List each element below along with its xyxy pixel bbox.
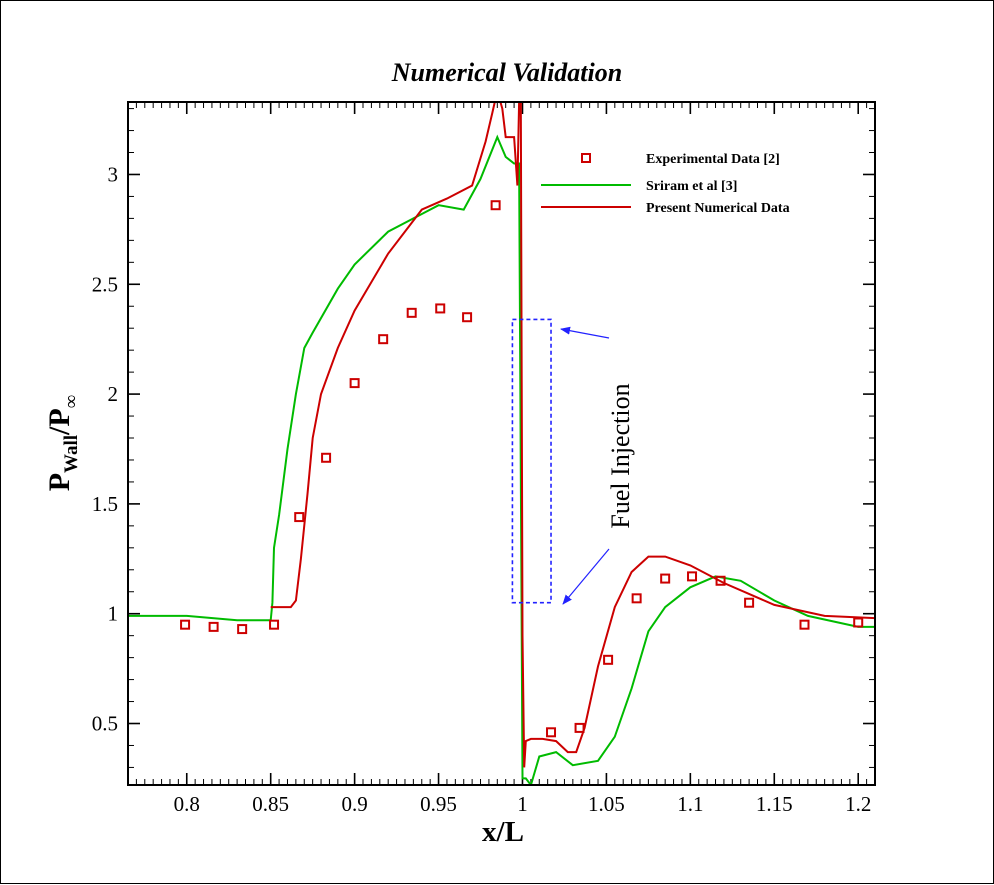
y-tick-label: 2	[108, 382, 119, 406]
y-tick-label: 1.5	[92, 492, 118, 516]
x-tick-label: 1.05	[588, 792, 625, 816]
y-axis-label: PWall/P∞	[43, 395, 82, 492]
x-tick-labels: 0.8 0.85 0.9 0.95 1 1.05 1.1 1.15 1.2	[174, 792, 872, 816]
series-present-line	[270, 102, 875, 768]
x-axis-label: x/L	[482, 816, 524, 848]
y-label-p: P	[43, 473, 76, 491]
x-tick-label: 0.95	[420, 792, 457, 816]
x-tick-label: 0.8	[174, 792, 200, 816]
experimental-point	[462, 312, 473, 323]
y-tick-label: 3	[108, 162, 119, 186]
y-tick-label: 1	[108, 602, 119, 626]
legend-present-label: Present Numerical Data	[646, 201, 790, 216]
x-tick-label: 1.15	[756, 792, 793, 816]
series-sriram-line	[128, 134, 875, 785]
fuel-injection-annotation: Fuel Injection	[560, 326, 635, 605]
experimental-point	[631, 593, 642, 604]
experimental-point	[406, 307, 417, 318]
experimental-point	[799, 619, 810, 630]
x-tick-label: 0.9	[341, 792, 367, 816]
chart-title: Numerical Validation	[391, 58, 622, 87]
fuel-injection-box	[511, 318, 552, 604]
plot-area	[128, 102, 875, 785]
annotation-label: Fuel Injection	[606, 383, 635, 528]
experimental-point	[603, 654, 614, 665]
y-tick-labels: 0.5 1 1.5 2 2.5 3	[92, 162, 118, 735]
experimental-point	[853, 617, 864, 628]
annotation-arrow-bottom	[562, 548, 610, 605]
y-label-wall: Wall	[61, 435, 82, 473]
experimental-point	[321, 452, 332, 463]
experimental-point	[687, 571, 698, 582]
series-experimental-markers	[180, 200, 864, 738]
annotation-arrow-top	[560, 326, 610, 339]
experimental-point	[237, 624, 248, 635]
y-label-infinity: ∞	[61, 395, 82, 409]
experimental-point	[378, 334, 389, 345]
x-tick-label: 1.2	[845, 792, 871, 816]
experimental-point	[294, 512, 305, 523]
experimental-point	[490, 200, 501, 211]
experimental-point	[744, 597, 755, 608]
x-tick-label: 0.85	[252, 792, 289, 816]
x-tick-label: 1	[517, 792, 528, 816]
legend-experimental-label: Experimental Data [2]	[646, 152, 780, 167]
legend-experimental-marker	[581, 153, 591, 163]
experimental-point	[180, 619, 191, 630]
legend: Experimental Data [2] Sriram et al [3] P…	[541, 152, 790, 216]
legend-sriram-label: Sriram et al [3]	[646, 179, 737, 194]
y-tick-label: 0.5	[92, 712, 118, 736]
plot-border	[127, 101, 876, 786]
y-label-div: /P	[43, 408, 76, 436]
experimental-point	[208, 621, 219, 632]
experimental-point	[660, 573, 671, 584]
experimental-point	[435, 303, 446, 314]
experimental-point	[269, 619, 280, 630]
experimental-point	[349, 378, 360, 389]
x-tick-label: 1.1	[677, 792, 703, 816]
y-tick-label: 2.5	[92, 272, 118, 296]
experimental-point	[546, 727, 557, 738]
experimental-point	[574, 722, 585, 733]
experimental-point	[715, 575, 726, 586]
